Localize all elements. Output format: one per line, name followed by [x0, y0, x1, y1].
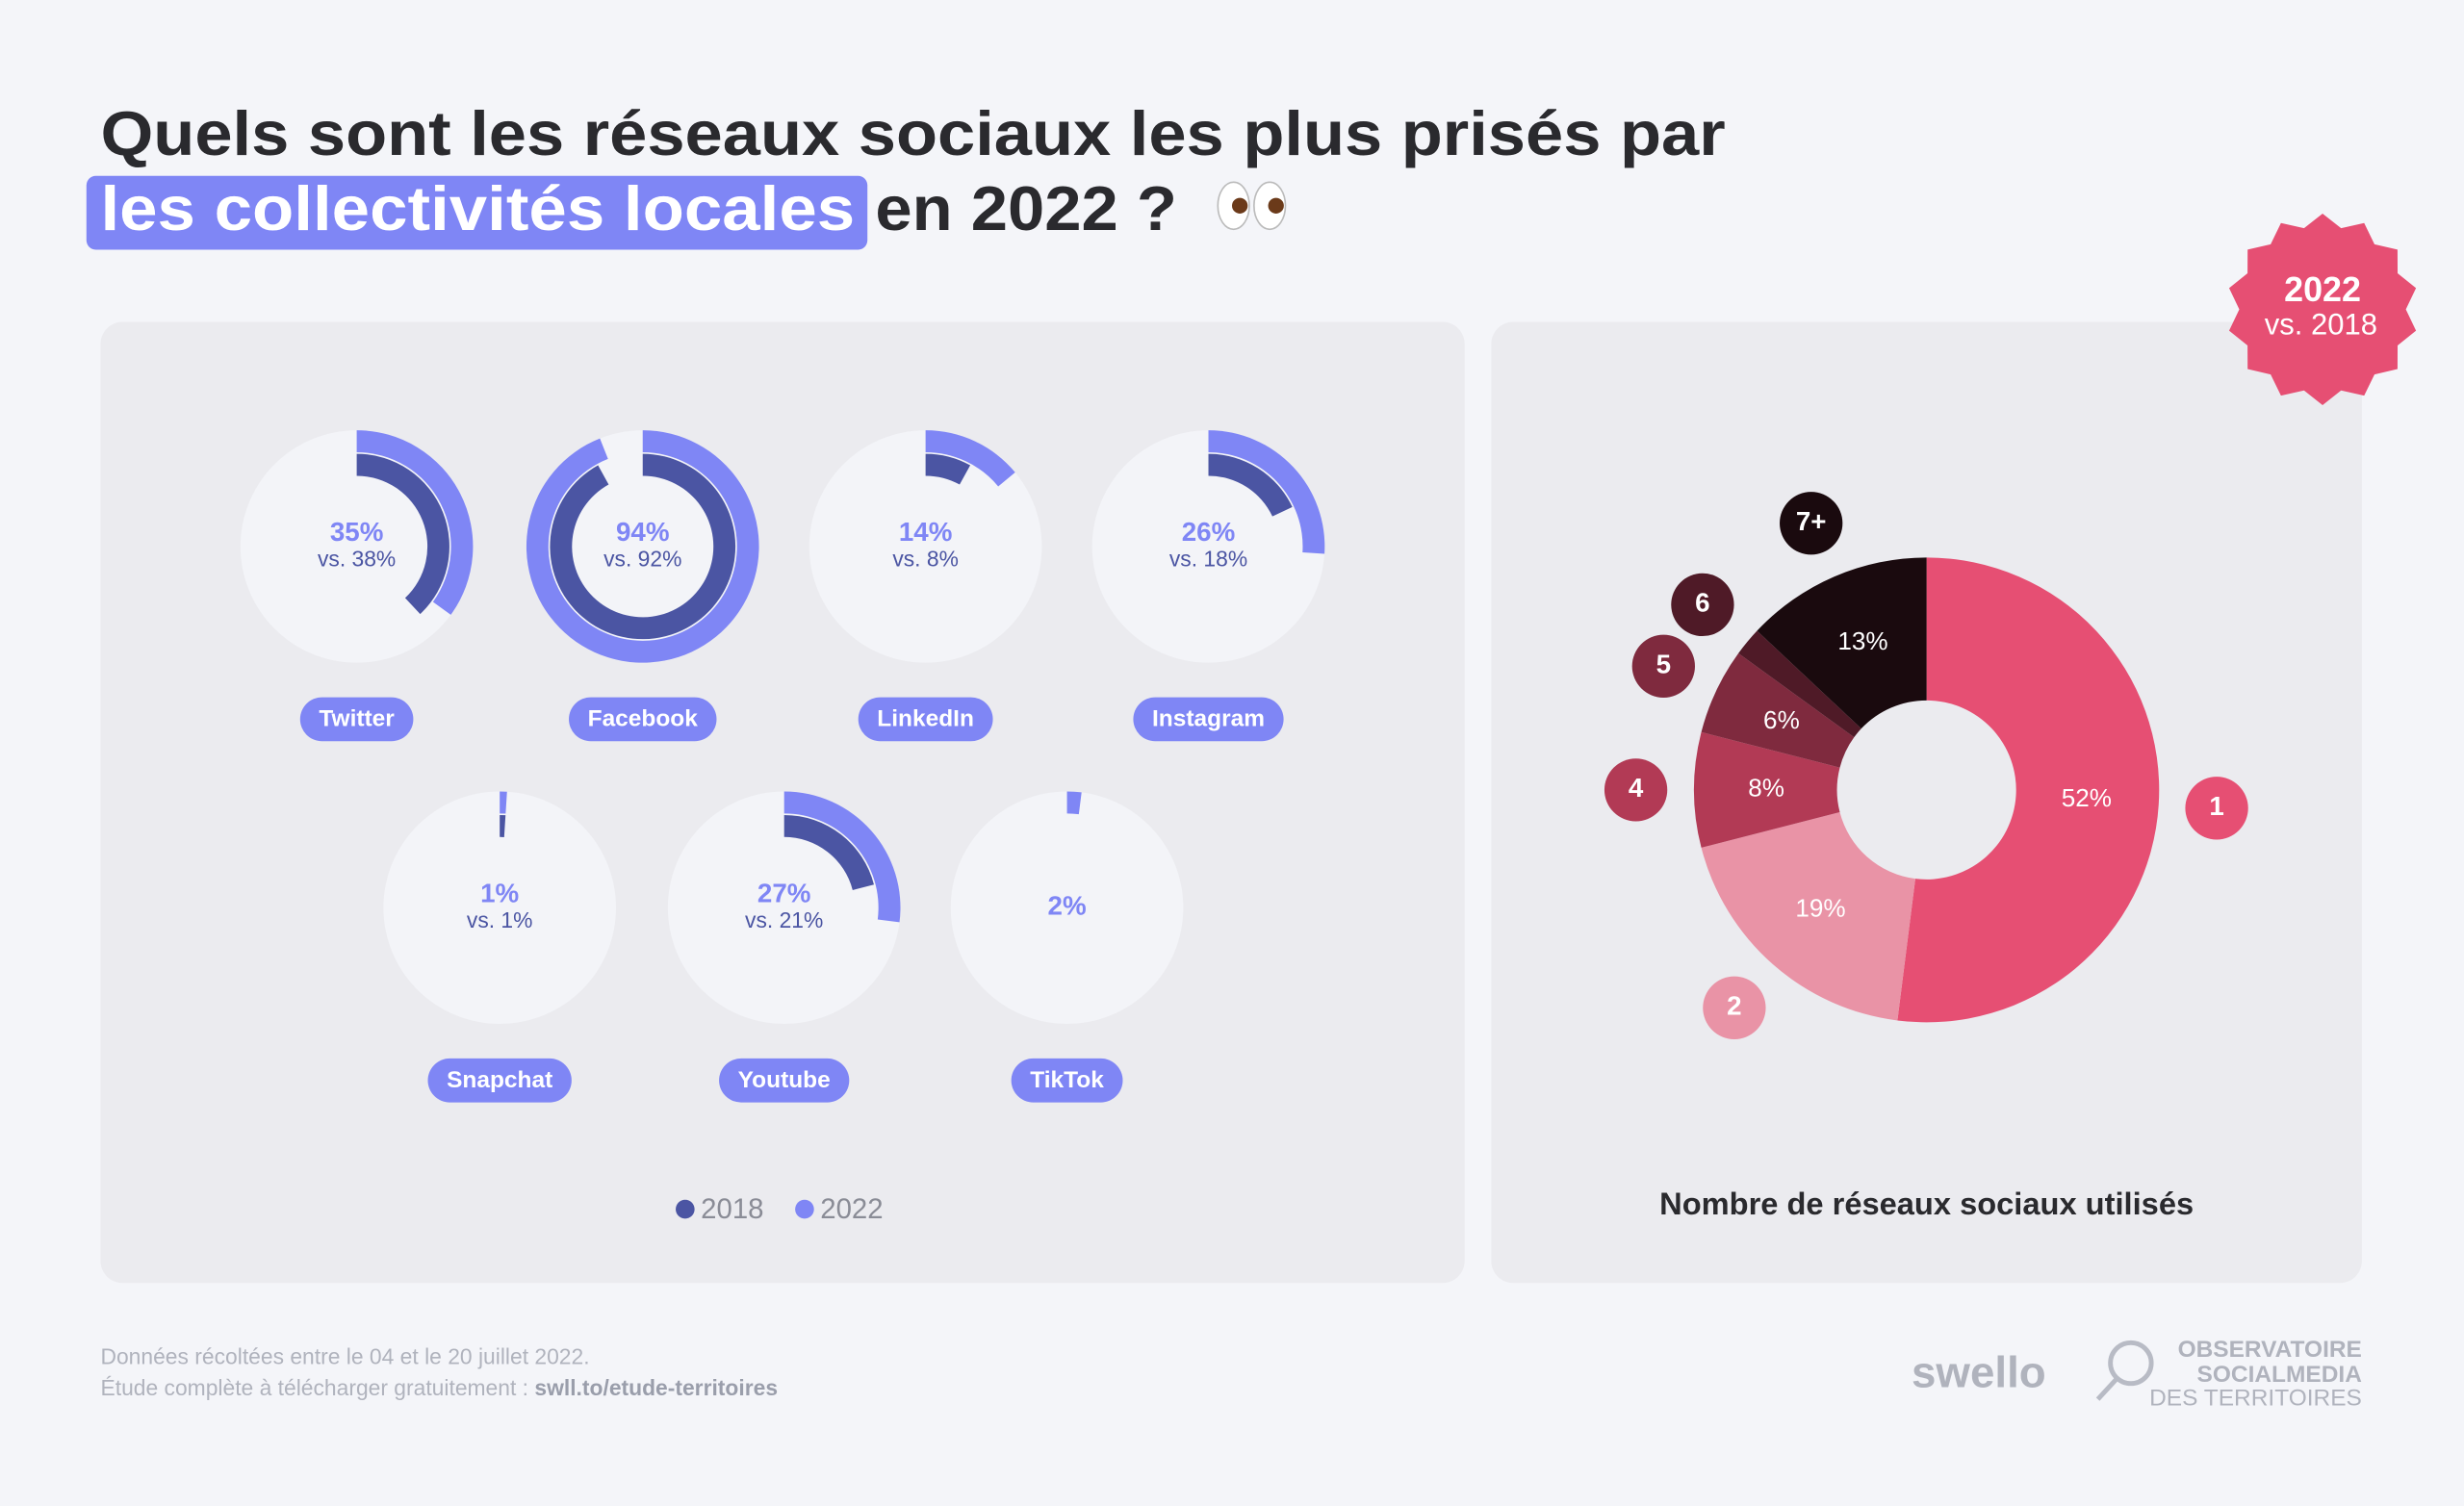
- partner-line: DES TERRITOIRES: [2149, 1386, 2362, 1412]
- network-label: Youtube: [738, 1067, 831, 1093]
- donut-background: [950, 791, 1184, 1025]
- comparison-label: vs. 8%: [892, 547, 959, 572]
- highlight-box: [86, 175, 868, 250]
- title: Quels sont les réseaux sociaux les plus …: [100, 98, 1725, 168]
- category-label: 7+: [1796, 506, 1827, 536]
- comparison-label: vs. 38%: [318, 547, 396, 572]
- category-bubble: [1604, 758, 1668, 822]
- value-label: 94%: [616, 517, 670, 547]
- badge-year: 2022: [2284, 269, 2361, 309]
- footer-note: Données récoltées entre le 04 et le 20 j…: [100, 1344, 589, 1369]
- donut-segment: [1897, 557, 2160, 1023]
- arc: [783, 814, 874, 890]
- badge-star: [2228, 213, 2417, 406]
- network-label: Facebook: [588, 706, 699, 732]
- network-label: TikTok: [1030, 1067, 1104, 1093]
- arc: [500, 791, 507, 814]
- partner-line: OBSERVATOIRE: [2178, 1337, 2362, 1363]
- arc: [925, 453, 971, 485]
- arc: [356, 430, 474, 615]
- right-panel: [1491, 321, 2362, 1284]
- value-label: 27%: [757, 879, 811, 908]
- category-label: 2: [1727, 991, 1741, 1021]
- category-bubble: [2185, 777, 2248, 840]
- donut-segment: [1738, 630, 1861, 738]
- category-label: 5: [1656, 650, 1671, 679]
- value-label: 2%: [1048, 891, 1087, 921]
- network-label: LinkedIn: [877, 706, 974, 732]
- value-label: 14%: [899, 517, 953, 547]
- network-pill: [719, 1058, 850, 1103]
- category-bubble: [1631, 634, 1695, 698]
- value-label: 35%: [330, 517, 384, 547]
- legend-swatch: [795, 1199, 814, 1219]
- category-bubble: [1671, 573, 1734, 637]
- comparison-label: vs. 92%: [603, 547, 681, 572]
- donut-background: [383, 791, 616, 1025]
- legend-swatch: [676, 1199, 695, 1219]
- partner-line: SOCIALMEDIA: [2197, 1362, 2363, 1388]
- category-label: 4: [1629, 773, 1644, 803]
- comparison-label: vs. 1%: [467, 907, 533, 932]
- donut-segment: [1701, 652, 1855, 768]
- chart-title: Nombre de réseaux sociaux utilisés: [1659, 1186, 2194, 1221]
- comparison-label: vs. 18%: [1169, 547, 1247, 572]
- category-label: 1: [2209, 791, 2223, 821]
- category-label: 6: [1695, 588, 1709, 618]
- brand-logo: swello: [1912, 1348, 2046, 1397]
- network-pill: [299, 697, 414, 742]
- network-label: Twitter: [319, 706, 395, 732]
- arc: [925, 430, 1015, 487]
- network-pill: [427, 1058, 572, 1103]
- value-label: 26%: [1182, 517, 1236, 547]
- value-label: 52%: [2062, 783, 2112, 812]
- network-pill: [569, 697, 717, 742]
- value-label: 13%: [1837, 626, 1887, 655]
- category-bubble: [1780, 492, 1843, 555]
- network-label: Instagram: [1152, 706, 1265, 732]
- arc: [1066, 791, 1082, 815]
- donut-segment: [1701, 811, 1915, 1021]
- donut-segment: [1694, 731, 1840, 848]
- donut-segment: [1757, 557, 1927, 729]
- magnifier-icon: [2095, 1340, 2154, 1401]
- title-end: en 2022 ?: [875, 173, 1176, 243]
- network-pill: [1133, 697, 1284, 742]
- network-label: Snapchat: [447, 1067, 552, 1093]
- badge-comparison: vs. 2018: [2265, 308, 2377, 342]
- value-label: 6%: [1763, 705, 1800, 734]
- arc: [1208, 430, 1325, 554]
- value-label: 19%: [1795, 894, 1845, 923]
- comparison-label: vs. 21%: [745, 907, 823, 932]
- network-pill: [1011, 1058, 1123, 1103]
- title-highlight: les collectivités locales: [100, 173, 855, 243]
- value-label: 8%: [1748, 774, 1784, 803]
- arc: [783, 791, 901, 923]
- donut-background: [808, 430, 1042, 663]
- download-text: Étude complète à télécharger gratuitemen…: [100, 1375, 534, 1400]
- footer-download: Étude complète à télécharger gratuitemen…: [100, 1375, 778, 1400]
- eyes-emoji: [1217, 181, 1287, 231]
- arc: [356, 453, 449, 615]
- badge: [2228, 213, 2417, 406]
- legend-label: 2022: [820, 1193, 883, 1225]
- legend-label: 2018: [701, 1193, 763, 1225]
- value-label: 1%: [480, 879, 519, 908]
- arc: [1208, 453, 1293, 517]
- arc: [500, 814, 506, 837]
- download-link[interactable]: swll.to/etude-territoires: [534, 1375, 778, 1400]
- network-pill: [858, 697, 993, 742]
- category-bubble: [1703, 976, 1766, 1039]
